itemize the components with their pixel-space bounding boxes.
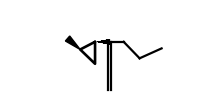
Polygon shape bbox=[65, 36, 80, 50]
